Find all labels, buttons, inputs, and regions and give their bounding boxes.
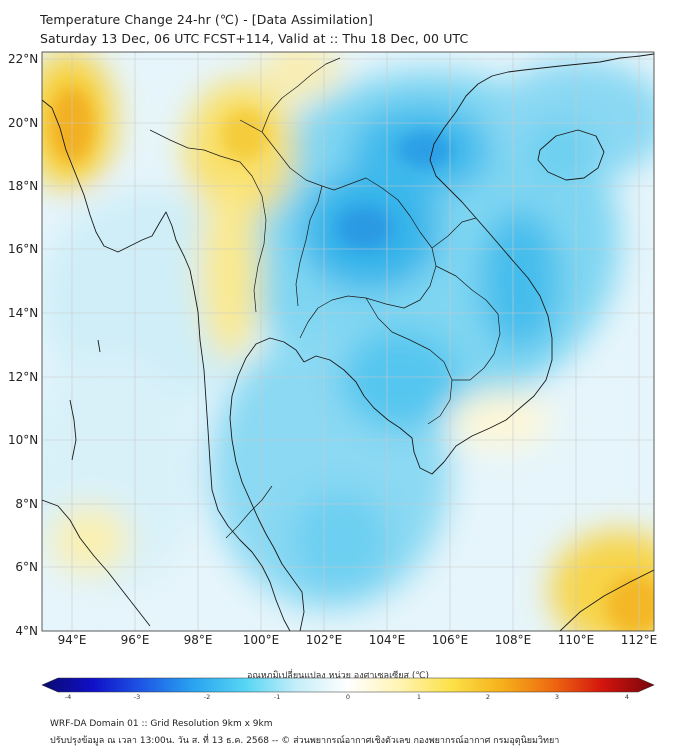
colorbar-tick: -1 [273, 693, 281, 701]
lat-label: 8°N [15, 497, 38, 511]
colorbar-tick: 0 [345, 693, 351, 701]
lat-label: 4°N [15, 624, 38, 638]
lon-label: 98°E [183, 633, 213, 647]
lat-label: 12°N [8, 370, 39, 384]
colorbar [41, 677, 655, 693]
lon-label: 106°E [431, 633, 469, 647]
colorbar-title: อุณหภูมิเปลี่ยนแปลง หน่วย องศาเซลเซียส (… [246, 671, 430, 681]
map-subtitle: Saturday 13 Dec, 06 UTC FCST+114, Valid … [40, 31, 469, 46]
temperature-field [42, 52, 654, 631]
colorbar-tick: 3 [554, 693, 560, 701]
lon-label: 96°E [120, 633, 150, 647]
footer-model-info: WRF-DA Domain 01 :: Grid Resolution 9km … [50, 719, 273, 729]
lat-label: 22°N [8, 52, 39, 66]
lat-label: 6°N [15, 560, 38, 574]
map-title: Temperature Change 24-hr (℃) - [Data Ass… [40, 12, 374, 27]
lon-label: 104°E [368, 633, 406, 647]
lon-label: 110°E [557, 633, 595, 647]
colorbar-tick: -3 [133, 693, 141, 701]
colorbar-tick: 4 [624, 693, 630, 701]
lon-label: 112°E [620, 633, 658, 647]
map-frame [41, 51, 655, 632]
temperature-map [41, 51, 655, 632]
lon-label: 102°E [305, 633, 343, 647]
lon-label: 108°E [494, 633, 532, 647]
lat-label: 18°N [8, 179, 39, 193]
lat-label: 16°N [8, 242, 39, 256]
colorbar-tick: -4 [64, 693, 72, 701]
colorbar-tick: -2 [203, 693, 211, 701]
colorbar-tick: 1 [416, 693, 422, 701]
colorbar-gradient [41, 677, 655, 693]
lat-label: 14°N [8, 306, 39, 320]
country-borders [149, 57, 501, 539]
lat-label: 10°N [8, 433, 39, 447]
colorbar-tick: 2 [485, 693, 491, 701]
lat-label: 20°N [8, 116, 39, 130]
lon-label: 100°E [242, 633, 280, 647]
lon-label: 94°E [57, 633, 87, 647]
coastline [42, 53, 654, 631]
footer-credit: ปรับปรุงข้อมูล ณ เวลา 13:00น. วัน ส. ที่… [50, 736, 560, 746]
